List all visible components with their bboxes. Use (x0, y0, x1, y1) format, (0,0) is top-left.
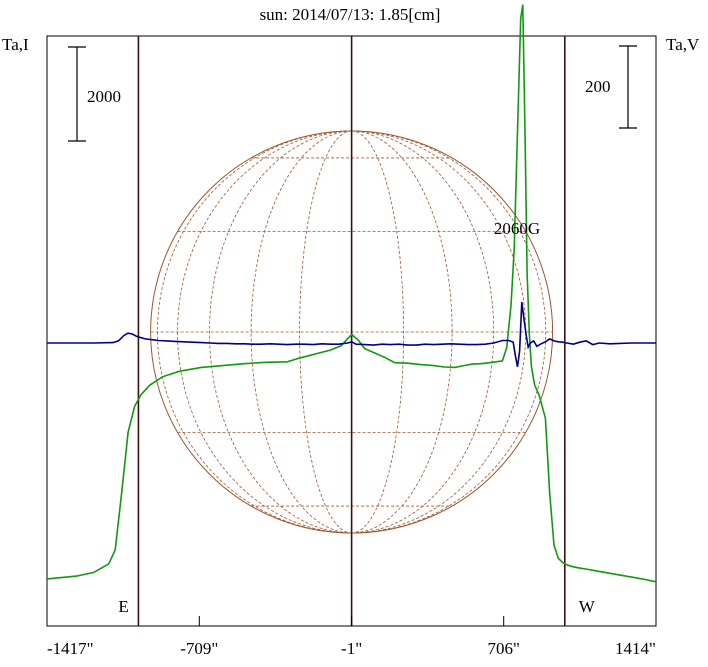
longitude-line (351, 130, 495, 534)
longitude-line (351, 130, 405, 534)
y-axis-right-label: Ta,V (666, 35, 700, 54)
longitude-line (351, 130, 453, 534)
y-axis-left-label: Ta,I (2, 35, 29, 54)
stokes-v-line (47, 301, 656, 367)
longitude-line (209, 130, 352, 534)
x-tick-label: -1417" (47, 639, 94, 658)
x-tick-label: 706" (487, 639, 519, 658)
stokes-i-line (46, 4, 657, 583)
longitude-line (299, 130, 352, 534)
left-scale-bar: 2000 (68, 46, 121, 142)
longitude-line (351, 130, 547, 534)
left-scale-label: 2000 (87, 87, 121, 106)
longitude-line (250, 130, 352, 534)
limb-marker-label: W (579, 597, 596, 616)
x-tick-label: 1414" (615, 639, 656, 658)
chart-title: sun: 2014/07/13: 1.85[cm] (260, 5, 441, 24)
limb-marker-label: E (118, 597, 128, 616)
right-scale-bar: 200 (585, 45, 637, 129)
longitude-line (177, 130, 352, 534)
right-scale-label: 200 (585, 77, 611, 96)
field-strength-annotation: 2060G (494, 219, 540, 238)
x-tick-label: -709" (180, 639, 218, 658)
x-tick-label: -1" (341, 639, 362, 658)
data-series: 2060G (46, 4, 657, 583)
longitude-line (351, 130, 527, 534)
x-axis-ticks: -1417" -709" -1" 706" 1414" (46, 616, 657, 658)
longitude-line (157, 130, 352, 534)
